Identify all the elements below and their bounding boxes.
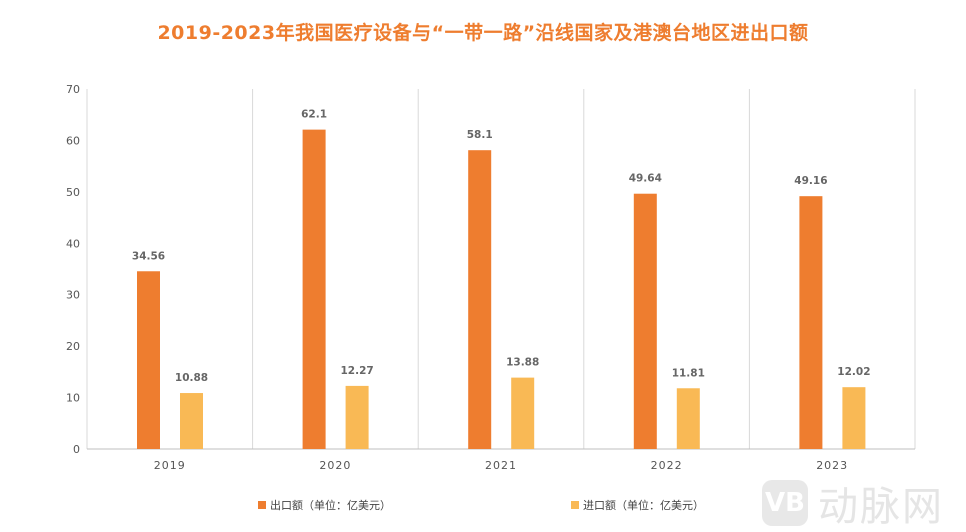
y-tick-label: 40 bbox=[66, 237, 80, 250]
y-tick-label: 0 bbox=[73, 443, 80, 456]
data-label: 49.16 bbox=[794, 175, 827, 187]
bar-export bbox=[799, 196, 823, 449]
data-label: 62.1 bbox=[301, 109, 327, 121]
y-tick-label: 50 bbox=[66, 186, 80, 199]
legend-item-import: 进口额（单位：亿美元） bbox=[571, 497, 704, 513]
legend-item-export: 出口额（单位：亿美元） bbox=[258, 497, 391, 513]
data-label: 49.64 bbox=[629, 173, 662, 185]
legend-swatch-import bbox=[571, 501, 579, 509]
bar-import bbox=[842, 387, 866, 449]
watermark-logo: VB bbox=[762, 480, 808, 526]
watermark: VB 动脉网 bbox=[762, 474, 944, 532]
bar-import bbox=[676, 388, 700, 449]
x-tick-label: 2023 bbox=[816, 459, 848, 472]
data-label: 13.88 bbox=[506, 357, 539, 369]
bar-export bbox=[137, 271, 160, 449]
data-label: 58.1 bbox=[467, 129, 493, 141]
legend-label-import: 进口额（单位：亿美元） bbox=[583, 499, 704, 512]
watermark-text: 动脉网 bbox=[818, 484, 944, 530]
bar-export bbox=[633, 193, 657, 449]
data-label: 34.56 bbox=[132, 250, 165, 262]
bar-import bbox=[511, 377, 535, 449]
bar-export bbox=[302, 129, 326, 449]
y-tick-label: 70 bbox=[66, 83, 80, 96]
y-tick-label: 10 bbox=[66, 392, 80, 405]
data-label: 12.02 bbox=[837, 366, 870, 378]
y-tick-label: 20 bbox=[66, 340, 80, 353]
data-label: 12.27 bbox=[340, 365, 373, 377]
bar-import bbox=[345, 385, 369, 449]
data-label: 11.81 bbox=[672, 367, 705, 379]
y-tick-label: 30 bbox=[66, 289, 80, 302]
x-tick-label: 2020 bbox=[319, 459, 351, 472]
legend-label-export: 出口额（单位：亿美元） bbox=[270, 499, 391, 512]
chart-title: 2019-2023年我国医疗设备与“一带一路”沿线国家及港澳台地区进出口额 bbox=[157, 22, 809, 44]
y-tick-label: 60 bbox=[66, 134, 80, 147]
bar-import bbox=[180, 393, 203, 449]
data-label: 10.88 bbox=[175, 372, 208, 384]
x-tick-label: 2019 bbox=[154, 459, 186, 472]
legend-swatch-export bbox=[258, 501, 266, 509]
x-tick-label: 2021 bbox=[485, 459, 517, 472]
bar-export bbox=[468, 150, 492, 449]
x-tick-label: 2022 bbox=[651, 459, 683, 472]
